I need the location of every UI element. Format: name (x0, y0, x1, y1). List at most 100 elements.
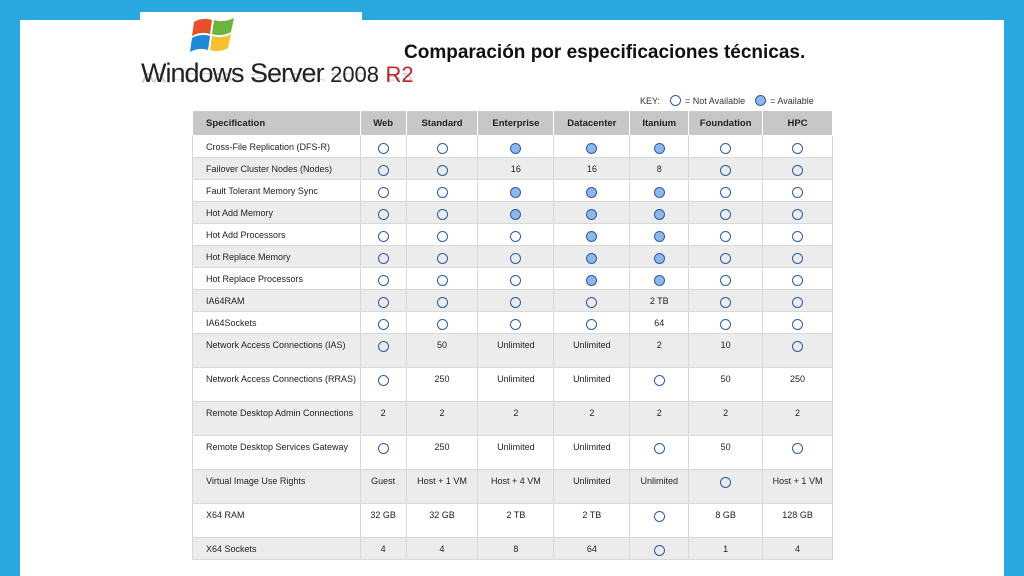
value-cell: 16 (553, 157, 631, 180)
availability-cell (359, 435, 407, 470)
value-cell: 2 (629, 401, 690, 436)
empty-circle-icon (792, 253, 804, 265)
value-cell: 16 (477, 157, 555, 180)
empty-circle-icon (720, 477, 732, 489)
value-cell: Unlimited (477, 435, 555, 470)
availability-cell (405, 157, 479, 180)
empty-circle-icon (653, 443, 665, 455)
empty-circle-icon (510, 275, 522, 287)
value-cell: 8 (629, 157, 690, 180)
table-row: Hot Add Processors (192, 223, 833, 246)
key-available: = Available (770, 95, 814, 106)
availability-cell (688, 267, 764, 290)
availability-cell (762, 435, 833, 470)
table-row: Hot Add Memory (192, 201, 833, 224)
filled-circle-icon (586, 231, 598, 243)
empty-circle-icon (792, 231, 804, 243)
empty-circle-icon (792, 297, 804, 309)
empty-circle-icon (720, 319, 732, 331)
value-cell: Unlimited (553, 333, 631, 368)
value-cell: Guest (359, 469, 407, 504)
value-cell: 2 TB (477, 503, 555, 538)
value-cell: Host + 1 VM (762, 469, 833, 504)
column-header: Specification (192, 110, 361, 136)
empty-circle-icon (792, 275, 804, 287)
value-cell: Unlimited (477, 367, 555, 402)
availability-cell (477, 311, 555, 334)
empty-circle-icon (653, 545, 665, 557)
spec-name-cell: Remote Desktop Services Gateway (192, 435, 361, 470)
empty-circle-icon (670, 95, 682, 106)
filled-circle-icon (586, 143, 598, 155)
empty-circle-icon (792, 143, 804, 155)
empty-circle-icon (792, 165, 804, 177)
empty-circle-icon (377, 319, 389, 331)
spec-name-cell: Hot Add Memory (192, 201, 361, 224)
empty-circle-icon (720, 187, 732, 199)
empty-circle-icon (436, 297, 448, 309)
value-cell: Unlimited (553, 367, 631, 402)
availability-cell (629, 201, 690, 224)
value-cell: 2 (405, 401, 479, 436)
spec-name-cell: X64 RAM (192, 503, 361, 538)
empty-circle-icon (377, 143, 389, 155)
availability-cell (359, 135, 407, 158)
availability-cell (688, 201, 764, 224)
value-cell: 2 TB (629, 289, 690, 312)
availability-cell (477, 267, 555, 290)
availability-cell (477, 201, 555, 224)
availability-cell (553, 179, 631, 202)
empty-circle-icon (510, 319, 522, 331)
windows-flag-icon (190, 18, 234, 52)
value-cell: 4 (405, 537, 479, 560)
availability-cell (359, 179, 407, 202)
value-cell: 128 GB (762, 503, 833, 538)
value-cell: 32 GB (359, 503, 407, 538)
empty-circle-icon (720, 165, 732, 177)
availability-cell (629, 503, 690, 538)
value-cell: 50 (688, 367, 764, 402)
empty-circle-icon (377, 253, 389, 265)
table-row: Failover Cluster Nodes (Nodes) 16 16 8 (192, 157, 833, 180)
availability-cell (762, 157, 833, 180)
empty-circle-icon (792, 443, 804, 455)
availability-cell (477, 179, 555, 202)
spec-name-cell: Network Access Connections (RRAS) (192, 367, 361, 402)
logo-reflection: Windows Server 2008 R2 (141, 70, 414, 85)
value-cell: 32 GB (405, 503, 479, 538)
logo-wordmark: Windows Server 2008 R2 (141, 58, 414, 89)
empty-circle-icon (792, 319, 804, 331)
empty-circle-icon (720, 231, 732, 243)
filled-circle-icon (510, 187, 522, 199)
availability-cell (688, 311, 764, 334)
availability-cell (359, 333, 407, 368)
specification-table: Specification Web Standard Enterprise Datace… (192, 110, 833, 560)
availability-cell (359, 311, 407, 334)
availability-cell (688, 223, 764, 246)
empty-circle-icon (377, 231, 389, 243)
value-cell: 1 (688, 537, 764, 560)
value-cell: Host + 4 VM (477, 469, 555, 504)
availability-cell (477, 245, 555, 268)
filled-circle-icon (510, 143, 522, 155)
table-row: Hot Replace Processors (192, 267, 833, 290)
table-row: IA64RAM 2 TB (192, 289, 833, 312)
empty-circle-icon (792, 341, 804, 353)
availability-cell (688, 157, 764, 180)
availability-cell (553, 201, 631, 224)
empty-circle-icon (586, 297, 598, 309)
empty-circle-icon (720, 297, 732, 309)
availability-cell (405, 179, 479, 202)
legend-key: KEY: = Not Available = Available (640, 95, 814, 106)
spec-name-cell: Remote Desktop Admin Connections (192, 401, 361, 436)
empty-circle-icon (436, 275, 448, 287)
availability-cell (762, 311, 833, 334)
column-header: Datacenter (553, 110, 631, 136)
empty-circle-icon (720, 275, 732, 287)
availability-cell (477, 289, 555, 312)
value-cell: Host + 1 VM (405, 469, 479, 504)
value-cell: 8 (477, 537, 555, 560)
value-cell: 250 (762, 367, 833, 402)
column-header: Standard (405, 110, 479, 136)
spec-name-cell: Cross-File Replication (DFS-R) (192, 135, 361, 158)
